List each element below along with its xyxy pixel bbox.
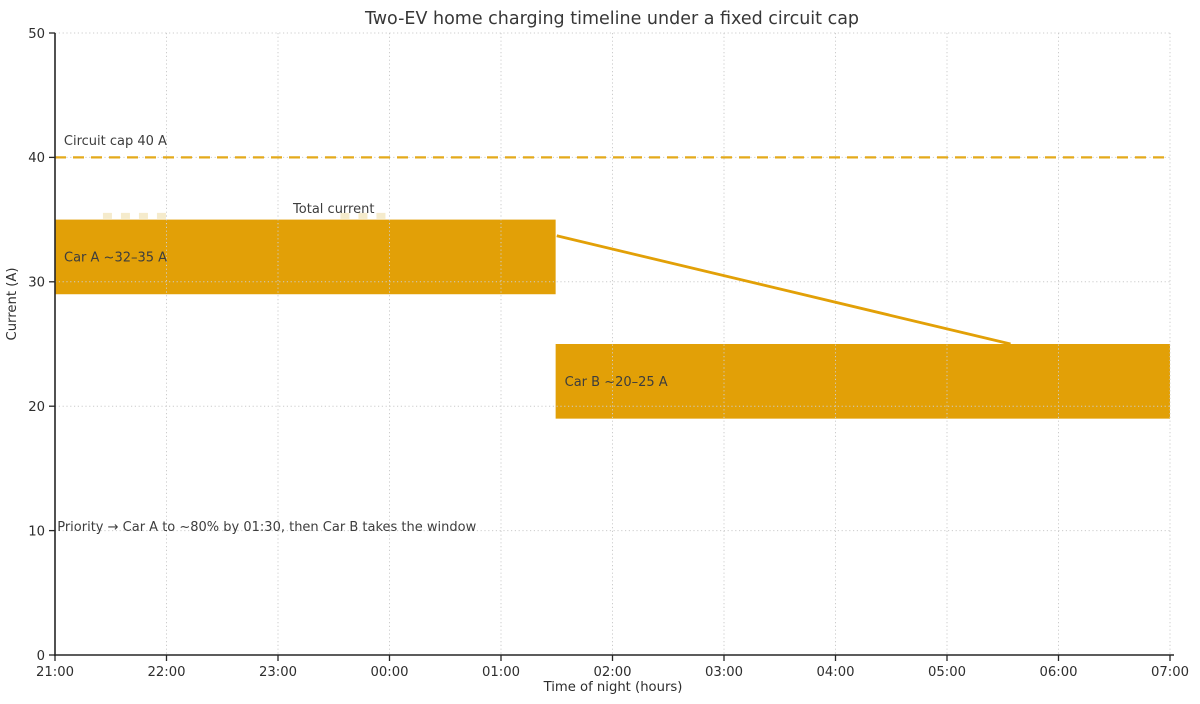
total-current-line [556,234,1011,346]
x-axis-label: Time of night (hours) [543,680,683,695]
total-current-label: Total current [292,202,374,217]
bar-label-car-b: Car B ~20–25 A [565,375,668,390]
x-tick-label-03:00: 03:00 [705,665,743,680]
x-tick-label-07:00: 07:00 [1151,665,1189,680]
x-tick-label-01:00: 01:00 [482,665,520,680]
x-tick-label-04:00: 04:00 [816,665,854,680]
y-tick-label-50: 50 [28,27,45,42]
x-tick-label-06:00: 06:00 [1039,665,1077,680]
y-axis-label: Current (A) [5,267,20,340]
y-tick-label-10: 10 [28,524,45,539]
y-tick-label-20: 20 [28,400,45,415]
x-tick-label-00:00: 00:00 [370,665,408,680]
y-tick-label-40: 40 [28,151,45,166]
x-tick-label-05:00: 05:00 [928,665,966,680]
chart-title: Two-EV home charging timeline under a fi… [364,9,859,29]
chart-content: 21:00 22:00 23:00 00:00 01:00 02:00 03:00 04:00… [28,27,1189,680]
circuit-cap-label: Circuit cap 40 A [64,134,167,149]
x-tick-label-22:00: 22:00 [147,665,185,680]
x-tick-label-21:00: 21:00 [36,665,74,680]
bar-car-a [55,219,556,295]
y-tick-label-0: 0 [37,649,45,664]
bar-label-car-a: Car A ~32–35 A [64,251,167,266]
x-tick-label-02:00: 02:00 [593,665,631,680]
y-tick-label-30: 30 [28,276,45,291]
bar-car-b [555,344,1170,419]
x-tick-label-23:00: 23:00 [259,665,297,680]
priority-annotation: Priority → Car A to ~80% by 01:30, then … [57,520,476,535]
